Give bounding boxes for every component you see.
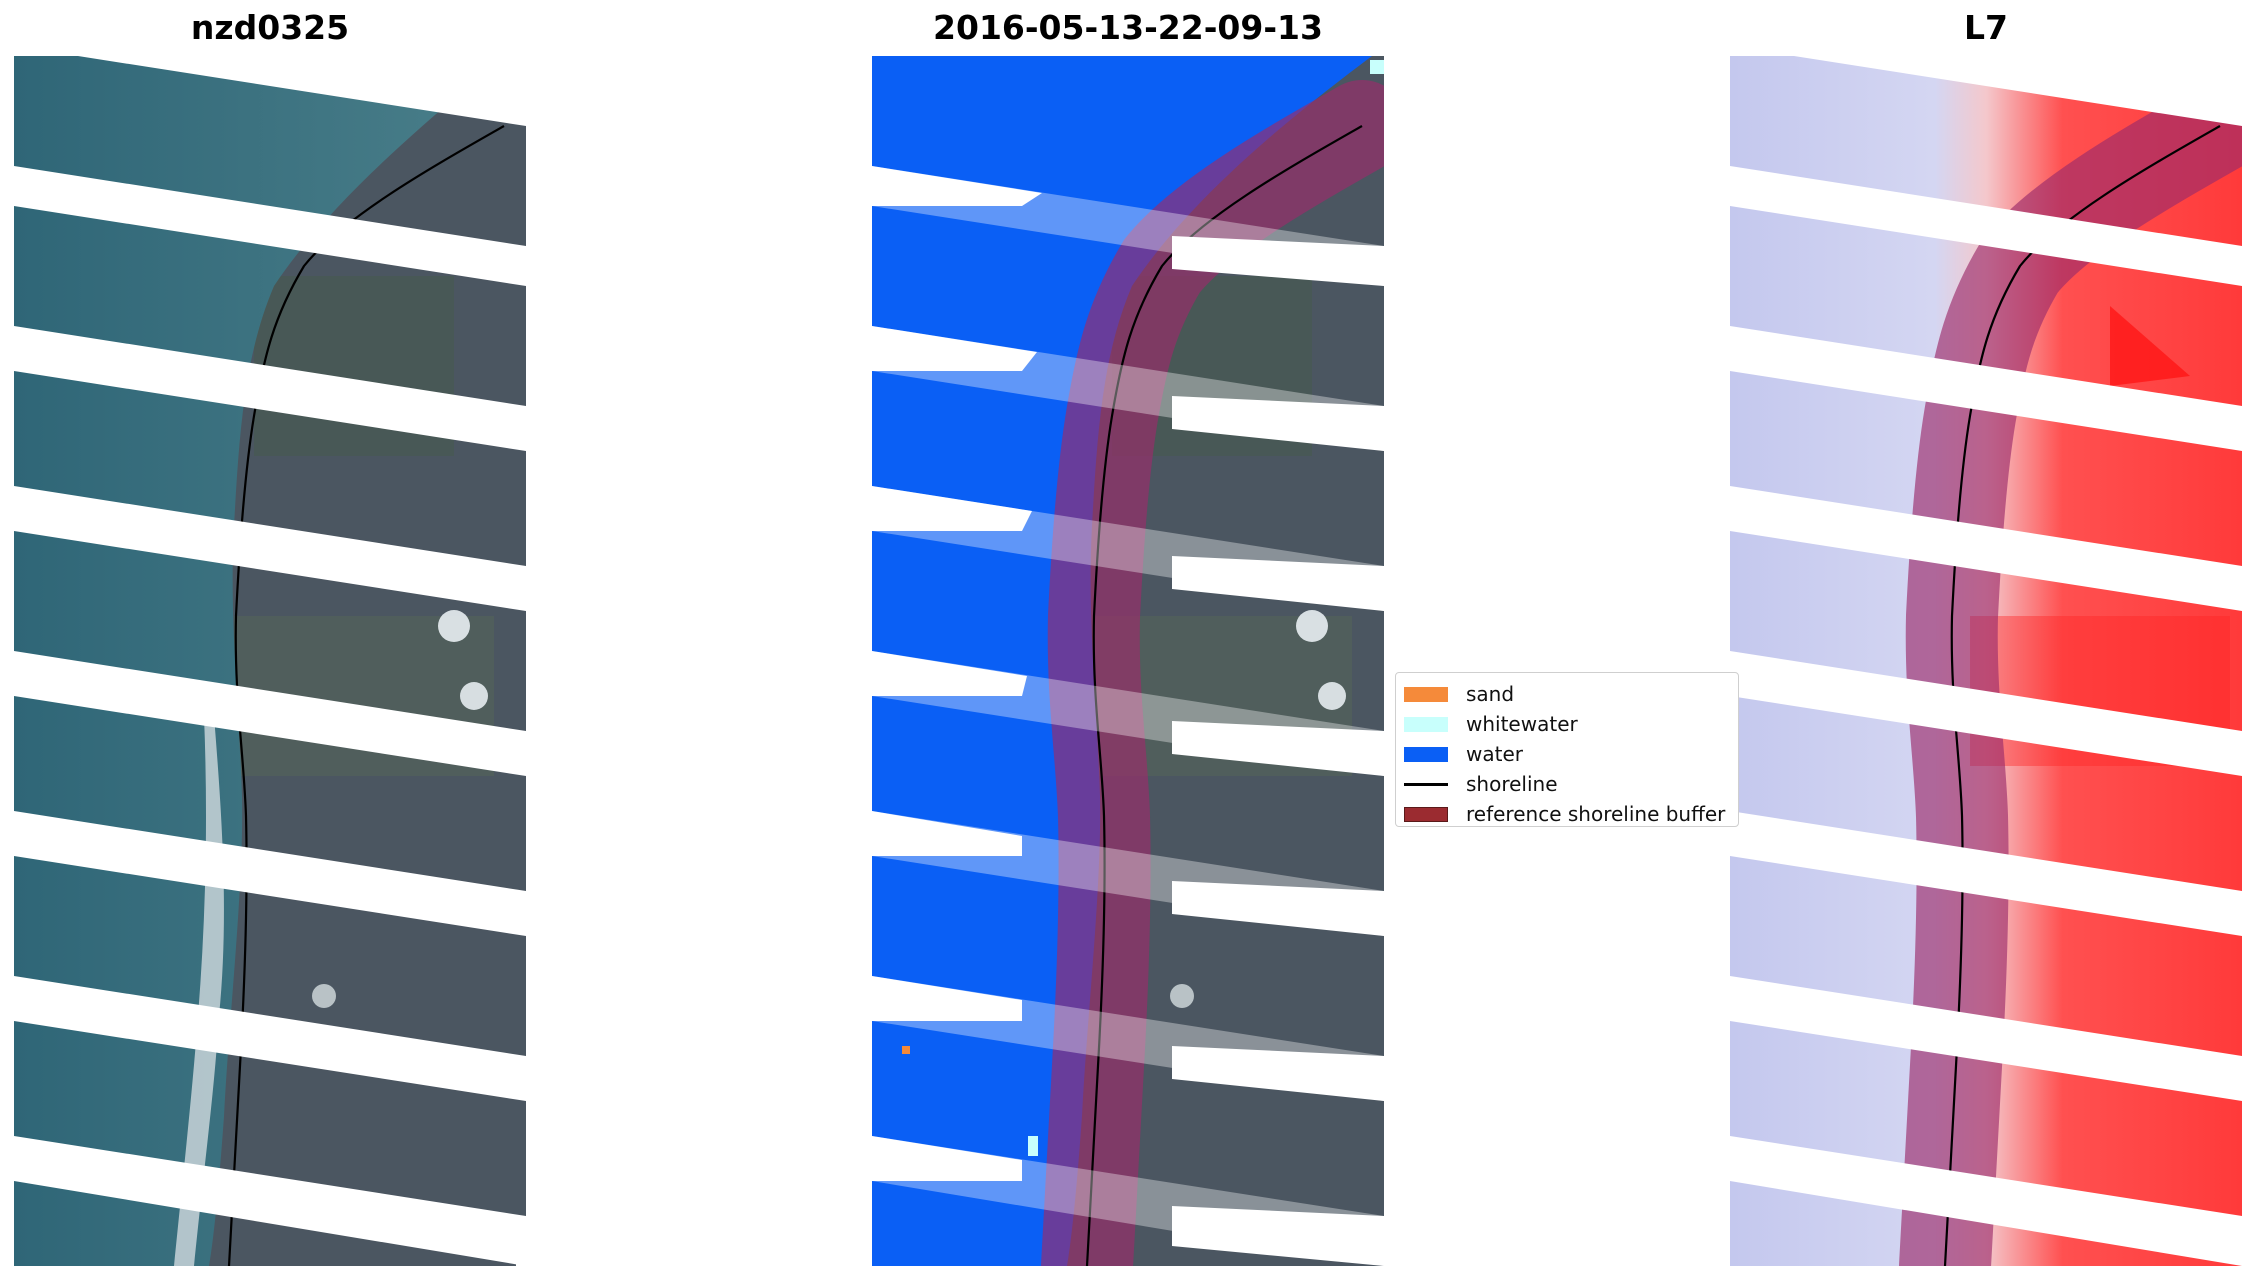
legend-item-buffer: reference shoreline buffer bbox=[1404, 799, 1730, 829]
legend-label-sand: sand bbox=[1466, 682, 1515, 706]
panel-title-index: L7 bbox=[1964, 8, 2008, 47]
legend-label-shoreline: shoreline bbox=[1466, 772, 1558, 796]
water-swatch bbox=[1404, 746, 1448, 762]
panel-title-rgb: nzd0325 bbox=[190, 8, 350, 47]
legend-label-buffer: reference shoreline buffer bbox=[1466, 802, 1726, 826]
buffer-swatch bbox=[1404, 806, 1448, 822]
rgb-image bbox=[14, 56, 526, 1266]
shoreline-line-swatch bbox=[1404, 782, 1448, 786]
legend-label-whitewater: whitewater bbox=[1466, 712, 1578, 736]
sand-swatch bbox=[1404, 686, 1448, 702]
whitewater-swatch bbox=[1404, 716, 1448, 732]
legend: sand whitewater water shoreline referenc… bbox=[1395, 672, 1739, 827]
legend-label-water: water bbox=[1466, 742, 1523, 766]
index-image bbox=[1730, 56, 2242, 1266]
index-image-panel bbox=[1730, 56, 2242, 1266]
classified-image bbox=[872, 56, 1384, 1266]
legend-item-sand: sand bbox=[1404, 679, 1730, 709]
legend-item-water: water bbox=[1404, 739, 1730, 769]
legend-item-whitewater: whitewater bbox=[1404, 709, 1730, 739]
rgb-image-panel bbox=[14, 56, 526, 1266]
classified-image-panel bbox=[872, 56, 1384, 1266]
panel-title-classified: 2016-05-13-22-09-13 bbox=[933, 8, 1323, 47]
legend-item-shoreline: shoreline bbox=[1404, 769, 1730, 799]
